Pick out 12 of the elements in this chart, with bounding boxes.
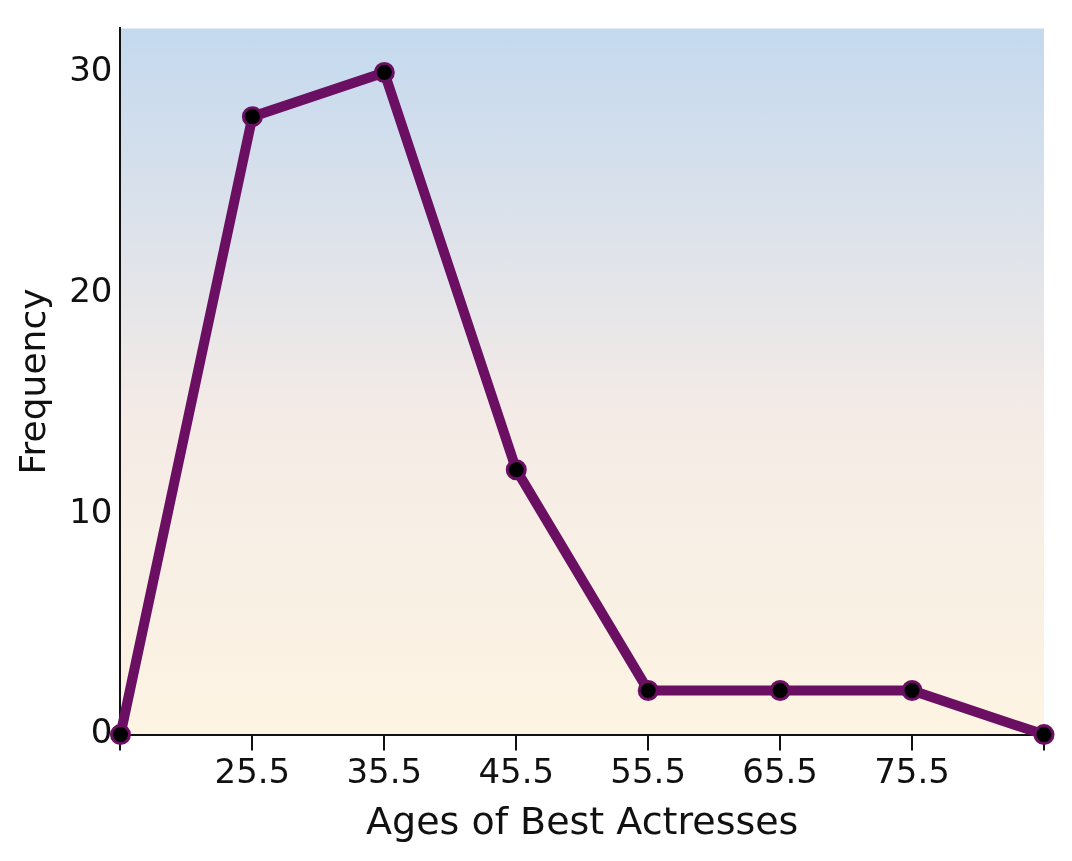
x-tick-label: 25.5 — [214, 750, 291, 791]
x-tick-label: 35.5 — [346, 750, 423, 791]
x-tick-label: 55.5 — [610, 750, 687, 791]
y-axis-title: Frequency — [11, 288, 53, 475]
x-tick-label: 75.5 — [874, 750, 950, 791]
x-tick-label: 45.5 — [478, 750, 555, 791]
y-tick-label: 0 — [90, 711, 113, 752]
y-tick-label: 30 — [69, 49, 113, 90]
y-tick-label: 10 — [69, 490, 113, 531]
x-tick-label: 65.5 — [742, 750, 818, 791]
x-axis-title: Ages of Best Actresses — [366, 799, 799, 844]
y-tick-label: 20 — [69, 270, 113, 311]
